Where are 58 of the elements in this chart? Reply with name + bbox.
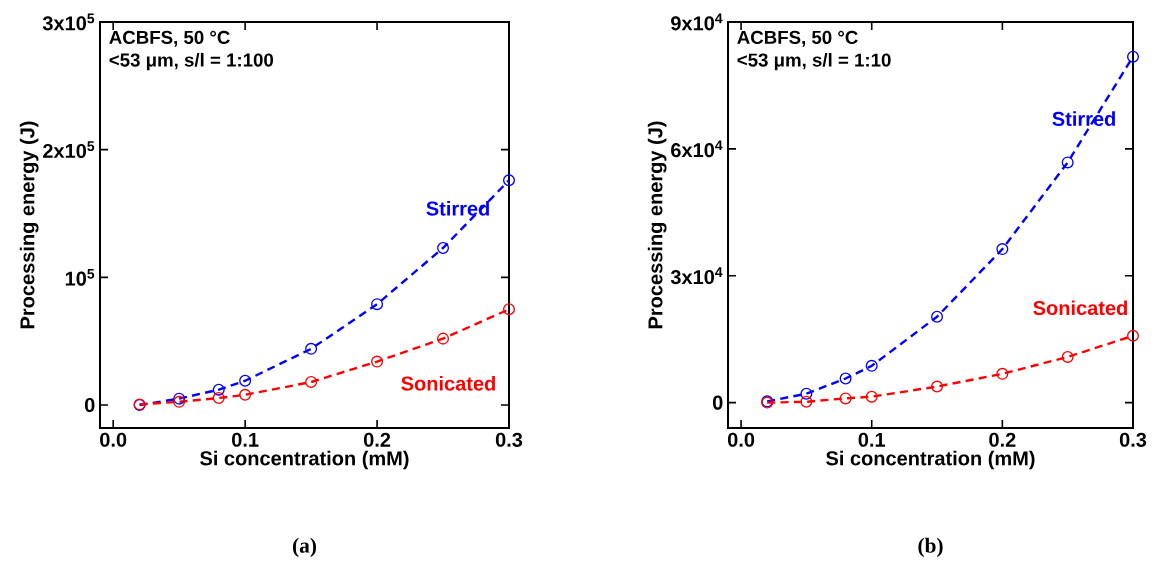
point	[173, 396, 186, 409]
point	[212, 383, 225, 396]
point	[865, 390, 878, 403]
point	[371, 298, 384, 311]
point	[931, 310, 944, 323]
y-axis-title: Processing energy (J)	[647, 121, 667, 329]
point	[1127, 330, 1140, 343]
series-label: Sonicated	[1033, 300, 1127, 316]
point	[865, 360, 878, 373]
x-tick-label: 0.2	[363, 432, 391, 448]
point	[503, 174, 515, 187]
series-label: Stirred	[1052, 111, 1115, 127]
y-tick-label: 2x10$^{5}$	[43, 141, 95, 159]
point	[1061, 156, 1074, 169]
y-tick-label: 6x10$^{4}$	[671, 140, 723, 158]
y-axis-title: Processing energy (J)	[19, 121, 39, 329]
point	[305, 343, 318, 356]
point	[239, 374, 252, 387]
point	[800, 387, 813, 400]
point	[503, 303, 515, 316]
point	[437, 332, 450, 345]
point	[305, 376, 318, 389]
x-tick-label: 0.1	[232, 432, 259, 448]
x-tick-label: 0.3	[1119, 432, 1147, 448]
x-tick-label: 0.0	[727, 432, 755, 448]
annotation: ACBFS, 50 °C	[109, 30, 230, 47]
y-tick-label: 0	[84, 398, 95, 413]
series-label: Sonicated	[401, 376, 495, 391]
x-tick-label: 0.3	[495, 432, 523, 448]
x-tick-label: 0.0	[100, 432, 127, 448]
x-axis-title: Si concentration (mM)	[826, 450, 1035, 470]
x-tick-label: 0.1	[858, 432, 886, 448]
annotation: ACBFS, 50 °C	[737, 30, 858, 47]
point	[839, 392, 852, 405]
y-tick-label: 0	[712, 395, 723, 410]
point	[996, 243, 1009, 256]
x-axis-title: Si concentration (mM)	[200, 450, 409, 470]
y-tick-label: 3x10$^{4}$	[670, 267, 723, 285]
text: (b)	[918, 537, 943, 558]
annotation: <53 μm, s/l = 1:100	[109, 53, 274, 71]
annotation: <53 μm, s/l = 1:10	[737, 53, 891, 71]
point	[239, 389, 252, 402]
point	[173, 392, 186, 405]
point	[800, 395, 813, 408]
text: (a)	[293, 537, 316, 558]
point	[437, 242, 450, 255]
x-tick-label: 0.2	[989, 432, 1016, 448]
point	[839, 372, 852, 385]
point	[1061, 351, 1074, 364]
series-label: Stirred	[426, 201, 489, 216]
point	[371, 355, 384, 368]
point	[1127, 50, 1140, 63]
point	[212, 392, 225, 405]
y-tick-label: 10$^{5}$	[65, 269, 95, 286]
y-tick-label: 3x10$^{5}$	[42, 13, 95, 31]
point	[931, 380, 944, 393]
point	[996, 368, 1009, 381]
y-tick-label: 9x10$^{4}$	[671, 13, 723, 31]
